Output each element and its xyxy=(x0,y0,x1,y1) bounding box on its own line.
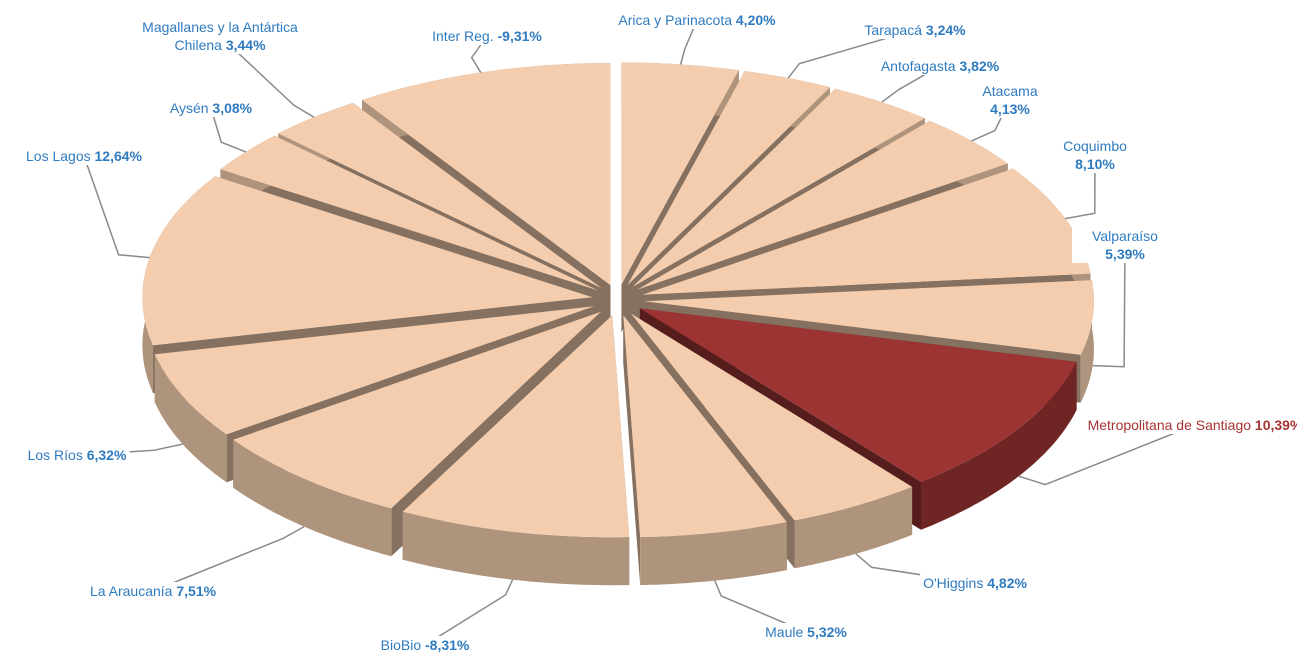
leader-line xyxy=(787,29,916,79)
slice-top xyxy=(154,306,595,435)
leader-line xyxy=(219,35,315,118)
category-name: Valparaíso xyxy=(1092,228,1158,244)
slice-outer-wall xyxy=(921,361,1077,530)
value-label: 5,39% xyxy=(1105,246,1145,262)
slice xyxy=(623,315,787,586)
category-name: Antofagasta xyxy=(880,58,956,74)
value-label: 4,13% xyxy=(990,101,1030,117)
value-label: 7,51% xyxy=(176,583,217,599)
category-name: Atacama xyxy=(982,83,1038,99)
category-name: Magallanes y la Antártica Chilena xyxy=(142,19,298,53)
value-label: 8,10% xyxy=(1075,156,1115,172)
slice-top xyxy=(642,168,1091,295)
slice-label: Los Ríos 6,32% xyxy=(24,446,130,464)
slice-label: Atacama 4,13% xyxy=(962,82,1058,118)
category-name: Arica y Parinacota xyxy=(618,12,733,28)
slice-top xyxy=(631,313,913,521)
value-label: 4,20% xyxy=(735,12,776,28)
slice-top xyxy=(621,62,739,285)
slice-top xyxy=(233,311,601,509)
value-label: 3,08% xyxy=(212,100,253,116)
slice-label: Metropolitana de Santiago 10,39% xyxy=(1077,416,1297,434)
leader-line xyxy=(1018,424,1196,486)
value-label: 3,24% xyxy=(925,22,966,38)
slice-top xyxy=(402,315,630,538)
category-name: Los Lagos xyxy=(26,148,91,164)
category-name: Metropolitana de Santiago xyxy=(1087,417,1252,433)
category-name: Los Ríos xyxy=(27,447,83,463)
slice-outer-wall xyxy=(1080,280,1094,403)
slice-label: Aysén 3,08% xyxy=(166,99,256,117)
value-label: 4,82% xyxy=(987,575,1027,591)
leader-line xyxy=(424,579,514,646)
leader-line xyxy=(714,580,807,633)
value-label: 3,44% xyxy=(225,37,266,53)
value-label: 10,39% xyxy=(1254,417,1297,433)
slice-side-wall xyxy=(623,315,641,586)
slice-label: Inter Reg. -9,31% xyxy=(429,27,545,45)
slice-top xyxy=(627,71,830,286)
slice-label: Magallanes y la Antártica Chilena 3,44% xyxy=(122,18,318,54)
leader-line xyxy=(152,525,305,592)
slice-label: Maule 5,32% xyxy=(762,623,850,641)
slice-label: O'Higgins 4,82% xyxy=(920,574,1030,592)
slice-label: Tarapacá 3,24% xyxy=(861,21,969,39)
leader-line xyxy=(1092,244,1126,368)
value-label: -8,31% xyxy=(425,637,470,653)
category-name: Maule xyxy=(765,624,804,640)
slice-label: BioBio -8,31% xyxy=(377,636,473,654)
category-name: O'Higgins xyxy=(923,575,984,591)
slice-label: Valparaíso 5,39% xyxy=(1072,227,1178,263)
slice-label: Arica y Parinacota 4,20% xyxy=(615,11,779,29)
slice-outer-wall xyxy=(154,354,227,483)
slice-label: Coquimbo 8,10% xyxy=(1047,137,1143,173)
category-name: Tarapacá xyxy=(864,22,922,38)
slice-label: Antofagasta 3,82% xyxy=(877,57,1003,75)
value-label: 6,32% xyxy=(86,447,127,463)
slice-top xyxy=(278,102,602,289)
leader-line xyxy=(679,19,698,65)
leader-line xyxy=(83,155,150,259)
slice-outer-wall xyxy=(402,511,630,586)
leader-line xyxy=(1065,154,1096,220)
value-label: 3,82% xyxy=(959,58,1000,74)
slice-top xyxy=(632,88,925,287)
slice-top xyxy=(639,308,1077,482)
slice-outer-wall xyxy=(794,486,913,569)
category-name: La Araucanía xyxy=(89,583,173,599)
slice-top xyxy=(623,315,787,538)
slice-top xyxy=(142,176,593,346)
category-name: Coquimbo xyxy=(1063,138,1127,154)
value-label: 12,64% xyxy=(94,148,142,164)
category-name: Aysén xyxy=(169,100,209,116)
value-label: 5,32% xyxy=(807,624,847,640)
leader-line xyxy=(210,107,247,153)
slice-outer-wall xyxy=(640,522,787,586)
category-name: BioBio xyxy=(380,637,422,653)
slice xyxy=(402,315,630,586)
slice-top xyxy=(637,120,1008,290)
slice-top xyxy=(643,280,1094,355)
slice-label: La Araucanía 7,51% xyxy=(86,582,220,600)
slice-outer-wall xyxy=(233,439,392,557)
category-name: Inter Reg. xyxy=(432,28,494,44)
slice-top xyxy=(362,63,611,286)
slice-label: Los Lagos 12,64% xyxy=(23,147,145,165)
value-label: -9,31% xyxy=(497,28,542,44)
slice-top xyxy=(220,135,598,291)
